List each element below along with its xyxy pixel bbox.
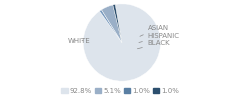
Wedge shape [99, 10, 122, 42]
Text: BLACK: BLACK [137, 40, 170, 49]
Legend: 92.8%, 5.1%, 1.0%, 1.0%: 92.8%, 5.1%, 1.0%, 1.0% [59, 85, 181, 96]
Wedge shape [83, 4, 161, 81]
Wedge shape [113, 4, 122, 42]
Text: HISPANIC: HISPANIC [139, 32, 180, 42]
Wedge shape [102, 5, 122, 42]
Text: WHITE: WHITE [68, 38, 90, 44]
Text: ASIAN: ASIAN [140, 25, 169, 36]
